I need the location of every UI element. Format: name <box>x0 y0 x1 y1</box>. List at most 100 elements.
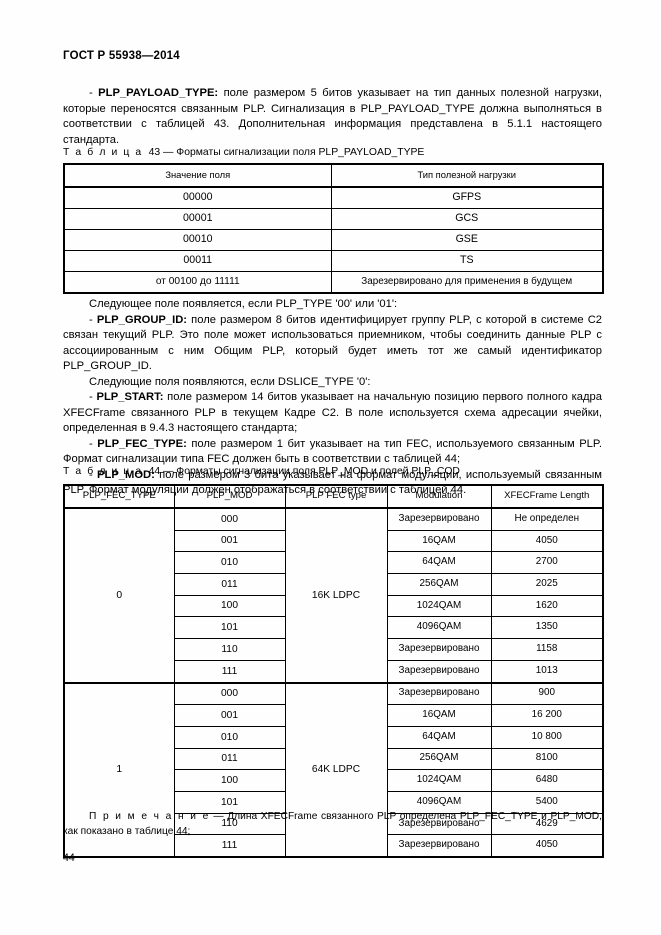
table43-header-row: Значение поля Тип полезной нагрузки <box>63 163 604 188</box>
table44-cell-fec-type: 0 <box>63 507 175 683</box>
para-dash: - <box>89 437 93 450</box>
table43-cell-value: 00010 <box>63 229 332 251</box>
plp-group-id-paragraph: - PLP_GROUP_ID: поле размером 8 битов ид… <box>63 313 602 375</box>
table44-cell-modulation: 64QAM <box>386 725 492 749</box>
note-dash: — <box>209 811 228 822</box>
table44-cell-fec-name: 64K LDPC <box>284 681 388 858</box>
table44-cell-modulation: 1024QAM <box>386 769 492 792</box>
table44-cell-mod-code: 001 <box>173 529 286 553</box>
table44-col-header-length: XFECFrame Length <box>490 484 604 509</box>
table44-cell-modulation: 1024QAM <box>386 594 492 618</box>
table-row: 100 1024QAM 1620 <box>64 594 604 618</box>
plp-start-text: поле размером 14 битов указывает на нача… <box>63 391 603 434</box>
table43-cell-type: Зарезервировано для применения в будущем <box>330 271 604 294</box>
table44-cell-length: 4050 <box>490 529 604 553</box>
table-row: 1 000 64K LDPC Зарезервировано 900 <box>63 681 604 858</box>
table44-cell-mod-code: 000 <box>173 507 286 531</box>
table-row: 00001 GCS <box>63 208 604 230</box>
plp-group-id-term: PLP_GROUP_ID: <box>96 313 188 326</box>
note-label: П р и м е ч а н и е <box>89 811 210 822</box>
table44-cell-modulation: Зарезервировано <box>386 507 492 531</box>
table43-cell-value: 00011 <box>63 250 332 272</box>
table44-cell-modulation: 256QAM <box>386 747 492 771</box>
table44-header-row: PLP_FEC_TYPE PLP_MOD PLP FEC type Modula… <box>63 484 604 509</box>
table43-cell-type: GCS <box>330 208 604 230</box>
plp-mod-term: PLP_MOD: <box>97 468 155 481</box>
table-43: Значение поля Тип полезной нагрузки 0000… <box>63 163 604 294</box>
table44-cell-modulation: 256QAM <box>386 573 492 596</box>
mid-line-1: Следующее поле появляется, если PLP_TYPE… <box>89 298 398 310</box>
table43-col-header-value: Значение поля <box>63 163 332 188</box>
plp-fec-type-term: PLP_FEC_TYPE: <box>97 437 187 450</box>
table44-cell-length: 6480 <box>490 769 604 792</box>
table-row: 010 64QAM 2700 <box>64 551 604 575</box>
table44-cell-mod-code: 110 <box>173 638 286 661</box>
para-dash: - <box>89 313 93 326</box>
intro-paragraph: - PLP_PAYLOAD_TYPE: поле размером 5 бито… <box>63 86 602 148</box>
table44-col-header-plp-mod: PLP_MOD <box>173 484 286 509</box>
table44-col-header-modulation: Modulation <box>386 484 492 509</box>
mid-paragraphs: Следующее поле появляется, если PLP_TYPE… <box>63 297 602 499</box>
table44-cell-length: 8100 <box>490 747 604 771</box>
table44-cell-length: 1620 <box>490 594 604 618</box>
table-row: 111 Зарезервировано 4050 <box>64 834 604 858</box>
table43-cell-type: GFPS <box>330 186 604 209</box>
table44-cell-modulation: Зарезервировано <box>386 659 492 684</box>
table44-cell-length: 1013 <box>490 659 604 684</box>
table-row: 101 4096QAM 5400 <box>64 790 604 814</box>
mid-line-3: Следующие поля появляются, если DSLICE_T… <box>89 375 371 388</box>
table43-cell-type: GSE <box>330 229 604 251</box>
table-row: 010 64QAM 10 800 <box>64 725 604 749</box>
table43-col-header-type: Тип полезной нагрузки <box>330 163 604 188</box>
table44-col-header-fec-type: PLP_FEC_TYPE <box>63 484 175 509</box>
table44-cell-mod-code: 010 <box>173 551 286 575</box>
table-row: 111 Зарезервировано 1013 <box>64 659 604 684</box>
plp-group-id-text: поле размером 8 битов идентифицирует гру… <box>63 313 602 373</box>
table44-cell-length: 1158 <box>490 638 604 661</box>
table-row: 110 Зарезервировано 4629 <box>64 812 604 836</box>
table44-cell-length: 2025 <box>490 573 604 596</box>
table44-cell-mod-code: 111 <box>173 834 286 858</box>
table44-cell-fec-name: 16K LDPC <box>284 507 388 683</box>
para-dash: - <box>89 391 93 403</box>
table44-cell-mod-code: 000 <box>173 681 286 706</box>
table-row: 00011 TS <box>63 250 604 272</box>
table44-cell-modulation: 16QAM <box>386 529 492 553</box>
table44-cell-length: 4050 <box>490 834 604 858</box>
page-number: 44 <box>63 852 75 864</box>
table44-cell-mod-code: 100 <box>173 594 286 618</box>
plp-fec-type-paragraph: - PLP_FEC_TYPE: поле размером 1 бит указ… <box>63 437 602 468</box>
table44-cell-modulation: 16QAM <box>386 704 492 727</box>
table44-cell-mod-code: 011 <box>173 747 286 771</box>
table44-cell-length: 5400 <box>490 790 604 814</box>
table44-cell-length: 16 200 <box>490 704 604 727</box>
plp-fec-type-text: поле размером 1 бит указывает на тип FEC… <box>63 437 603 466</box>
table-row: 00010 GSE <box>63 229 604 251</box>
table-row: 0 000 16K LDPC Зарезервировано Не опреде… <box>63 507 604 683</box>
table44-cell-mod-code: 111 <box>173 659 286 684</box>
table44-cell-mod-code: 010 <box>173 725 286 749</box>
plp-start-paragraph: - PLP_START: поле размером 14 битов указ… <box>63 390 602 437</box>
table-row: 011 256QAM 2025 <box>64 573 604 596</box>
table43-caption: Т а б л и ц а 43 — Форматы сигнализации … <box>63 147 424 158</box>
table43-cell-value: 00000 <box>63 186 332 209</box>
intro-text: поле размером 5 битов указывает на тип д… <box>63 87 602 146</box>
para-dash: - <box>89 468 93 481</box>
table44-cell-modulation: 64QAM <box>386 551 492 575</box>
table-row: 100 1024QAM 6480 <box>64 769 604 792</box>
table44-cell-mod-code: 100 <box>173 769 286 792</box>
table44-cell-length: Не определен <box>490 507 604 531</box>
table43-caption-text: 43 — Форматы сигнализации поля PLP_PAYLO… <box>148 147 425 158</box>
table44-caption-text: 44 — Форматы сигнализации поля PLP_MOD и… <box>148 466 460 477</box>
plp-start-term: PLP_START: <box>96 391 164 403</box>
table44-cell-length: 1350 <box>490 616 604 640</box>
table44-caption-word: Т а б л и ц а <box>63 466 143 477</box>
table43-caption-word: Т а б л и ц а <box>63 147 143 158</box>
table44-cell-fec-type: 1 <box>63 681 175 858</box>
table44-cell-modulation: 4096QAM <box>386 616 492 640</box>
table44-cell-modulation: Зарезервировано <box>386 638 492 661</box>
table44-cell-length: 2700 <box>490 551 604 575</box>
table44-cell-mod-code: 101 <box>173 616 286 640</box>
table-44: PLP_FEC_TYPE PLP_MOD PLP FEC type Modula… <box>63 484 604 858</box>
